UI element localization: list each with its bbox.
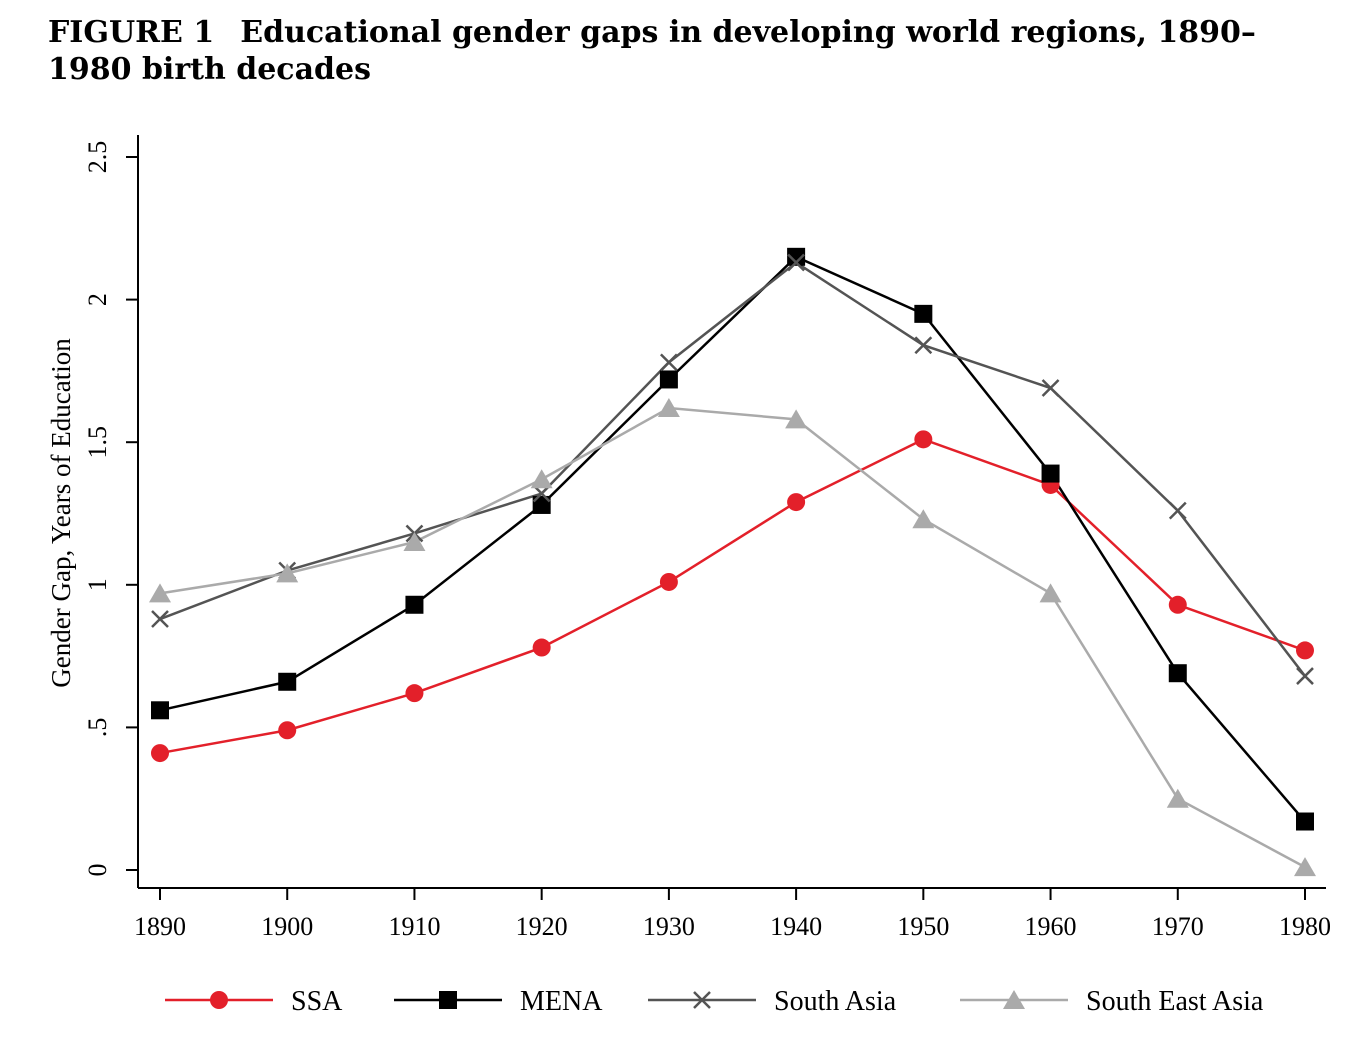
data-point-mena [278,672,297,691]
data-point-south-east-asia [657,397,680,417]
x-tick-label: 1970 [1152,912,1204,941]
data-point-mena [914,304,933,323]
data-point-ssa [659,572,678,591]
x-tick-label: 1900 [261,912,313,941]
data-point-south-asia [787,253,805,272]
cross-stroke [1041,379,1060,397]
data-point-ssa [278,721,297,740]
data-point-mena [151,701,169,720]
cross-stroke [660,353,678,372]
data-point-mena [1168,664,1187,683]
figure-title-text: Educational gender gaps in developing wo… [48,15,1256,87]
data-point-mena [532,495,551,514]
legend-label-south-east-asia: South East Asia [1086,986,1264,1017]
data-point-south-east-asia [1166,788,1189,808]
chart-legend: SSA MENA South Asia South East Asia [165,986,1264,1017]
x-tick-label: 1930 [643,912,695,941]
data-point-ssa [151,744,169,763]
chart-axes: 0 .5 1 1.5 2 2.5 1890 1900 1910 1920 1930 1940 1950 1… [46,135,1331,941]
data-point-south-asia [660,353,678,372]
series-line-ssa [159,437,1306,755]
cross-stroke [1296,667,1314,685]
x-tick-label: 1940 [770,912,822,941]
x-tick-label: 1950 [897,912,949,941]
x-tick-label: 1920 [516,912,568,941]
data-point-south-asia [1296,667,1314,685]
data-point-ssa [787,493,806,512]
cross-stroke [787,253,805,272]
data-point-ssa [1168,595,1187,614]
data-point-south-east-asia [149,583,171,603]
y-tick-label: 1 [83,578,112,591]
legend-marker-mena [439,991,457,1009]
legend-marker-ssa [210,991,228,1009]
legend-label-mena: MENA [520,986,603,1017]
x-tick-label: 1890 [134,912,186,941]
cross-stroke [693,991,711,1009]
data-point-south-asia [914,336,933,355]
figure-title: FIGURE 1 Educational gender gaps in devel… [48,14,1338,88]
x-tick-label: 1960 [1025,912,1077,941]
y-tick-label: 0 [83,864,112,877]
legend-label-south-asia: South Asia [774,986,897,1017]
data-point-south-east-asia [276,563,299,583]
data-point-ssa [532,638,551,657]
data-point-south-east-asia [530,469,553,489]
x-tick-label: 1980 [1279,912,1331,941]
y-axis-title: Gender Gap, Years of Education [46,338,76,688]
plot-series-markers [149,247,1316,877]
data-point-mena [1041,464,1060,483]
data-point-south-asia [151,610,169,628]
plot-series-lines [159,255,1306,869]
data-point-south-asia [1168,501,1187,520]
data-point-south-east-asia [1294,857,1316,877]
data-point-south-asia [1041,379,1060,397]
series-line-mena [159,255,1306,823]
y-tick-label: 1.5 [83,426,112,459]
series-line-south-east-asia [159,406,1306,869]
data-point-mena [1296,812,1314,831]
legend-marker-south-asia [693,991,711,1009]
data-point-south-east-asia [403,532,426,552]
data-point-mena [405,595,424,614]
data-point-ssa [1296,641,1314,660]
data-point-mena [659,370,678,389]
figure-label: FIGURE 1 [48,15,215,50]
cross-stroke [1168,501,1187,520]
data-point-mena [787,247,806,266]
legend-label-ssa: SSA [291,986,343,1017]
cross-stroke [914,336,933,355]
x-tick-label: 1910 [388,912,440,941]
data-point-ssa [405,684,424,703]
y-tick-label: 2.5 [83,141,112,174]
y-tick-label: .5 [83,718,112,738]
cross-stroke [151,610,169,628]
data-point-south-east-asia [785,409,808,429]
data-point-south-east-asia [1039,583,1062,603]
series-line-south-asia [159,260,1306,677]
y-tick-label: 2 [83,293,112,306]
legend-marker-south-east-asia [1003,990,1025,1009]
data-point-ssa [914,430,933,449]
data-point-south-east-asia [912,509,935,529]
